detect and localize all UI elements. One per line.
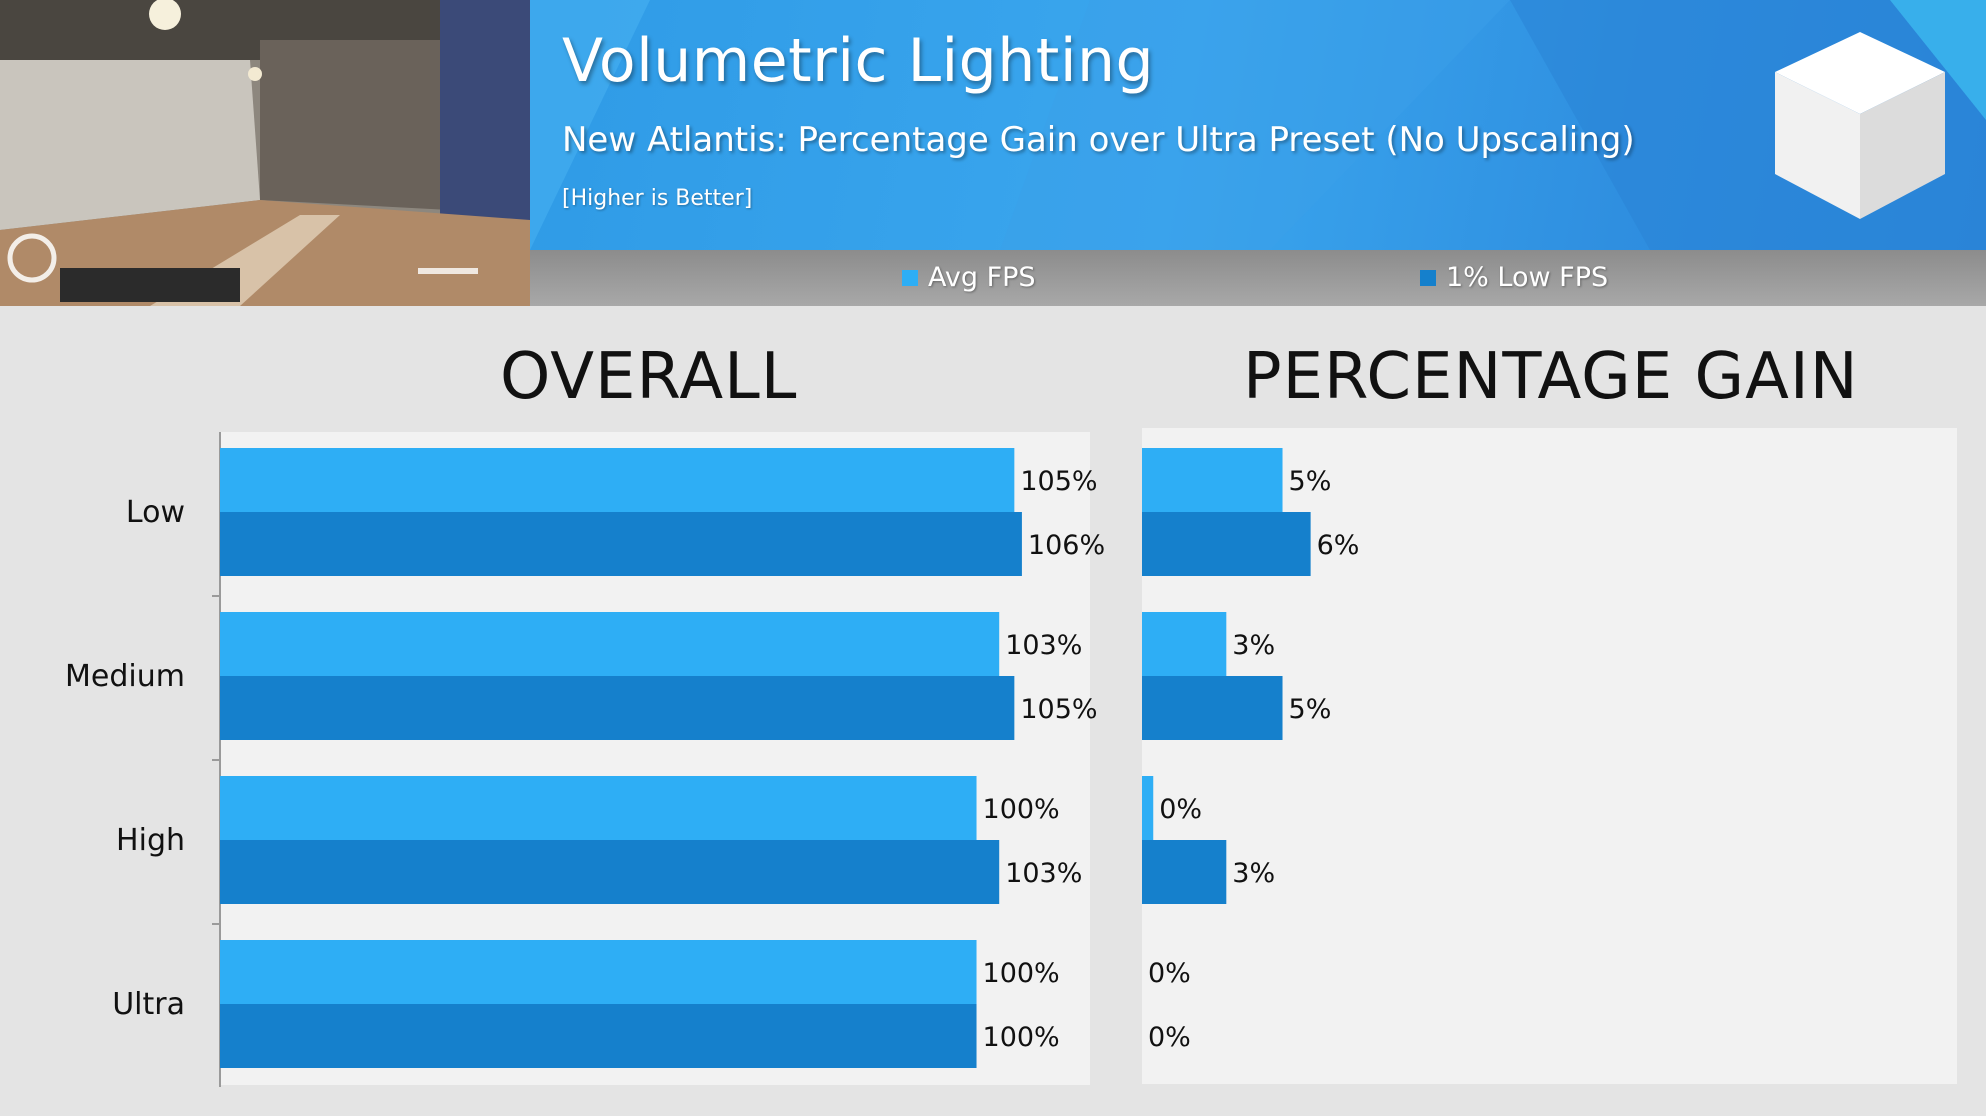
overall-bar-ultra-avg bbox=[220, 940, 977, 1004]
gain-value-label-high-avg: 0% bbox=[1159, 794, 1202, 825]
overall-value-label-high-avg: 100% bbox=[983, 794, 1060, 825]
chart-subtitle: New Atlantis: Percentage Gain over Ultra… bbox=[562, 120, 1635, 160]
chart-note: [Higher is Better] bbox=[562, 186, 753, 211]
gain-value-label-medium-low: 5% bbox=[1289, 694, 1332, 725]
overall-bar-low-low bbox=[220, 512, 1022, 576]
category-label-low: Low bbox=[126, 495, 185, 530]
overall-value-label-low-low: 106% bbox=[1028, 530, 1105, 561]
legend-label-1-low-fps: 1% Low FPS bbox=[1446, 262, 1609, 293]
chart-title: Volumetric Lighting bbox=[562, 26, 1155, 96]
overall-bar-high-low bbox=[220, 840, 1000, 904]
cube-logo bbox=[1775, 32, 1945, 219]
overall-bar-medium-avg bbox=[220, 612, 1000, 676]
category-label-high: High bbox=[116, 823, 185, 858]
game-footage-thumbnail bbox=[0, 0, 530, 306]
overall-bar-low-avg bbox=[220, 448, 1015, 512]
overall-value-label-ultra-low: 100% bbox=[983, 1022, 1060, 1053]
legend-item-1-low-fps: 1% Low FPS bbox=[1420, 262, 1608, 293]
gain-value-label-ultra-low: 0% bbox=[1148, 1022, 1191, 1053]
category-label-medium: Medium bbox=[65, 659, 185, 694]
gain-bar-low-avg bbox=[1142, 448, 1283, 512]
overall-panel-title: OVERALL bbox=[500, 340, 798, 414]
overall-value-label-medium-avg: 103% bbox=[1005, 630, 1082, 661]
gain-value-label-low-avg: 5% bbox=[1289, 466, 1332, 497]
title-banner: Volumetric Lighting New Atlantis: Percen… bbox=[530, 0, 1986, 250]
legend-swatch-avg-fps bbox=[902, 269, 918, 286]
percentage-gain-panel-title: PERCENTAGE GAIN bbox=[1243, 340, 1859, 414]
legend-swatch-1-low-fps bbox=[1420, 269, 1436, 286]
gain-value-label-ultra-avg: 0% bbox=[1148, 958, 1191, 989]
legend: Avg FPS 1% Low FPS bbox=[530, 250, 1986, 306]
legend-item-avg-fps: Avg FPS bbox=[902, 262, 1036, 293]
gain-bar-medium-avg bbox=[1142, 612, 1227, 676]
overall-bar-ultra-low bbox=[220, 1004, 977, 1068]
overall-value-label-low-avg: 105% bbox=[1020, 466, 1097, 497]
gain-bar-high-avg bbox=[1142, 776, 1154, 840]
gain-bar-low-low bbox=[1142, 512, 1311, 576]
overall-bar-high-avg bbox=[220, 776, 977, 840]
legend-label-avg-fps: Avg FPS bbox=[928, 262, 1036, 293]
gain-bar-high-low bbox=[1142, 840, 1227, 904]
overall-value-label-high-low: 103% bbox=[1005, 858, 1082, 889]
gain-value-label-medium-avg: 3% bbox=[1232, 630, 1275, 661]
overall-value-label-medium-low: 105% bbox=[1020, 694, 1097, 725]
gain-value-label-high-low: 3% bbox=[1232, 858, 1275, 889]
gain-bar-medium-low bbox=[1142, 676, 1283, 740]
gain-value-label-low-low: 6% bbox=[1317, 530, 1360, 561]
overall-value-label-ultra-avg: 100% bbox=[983, 958, 1060, 989]
category-label-ultra: Ultra bbox=[112, 987, 185, 1022]
overall-bar-medium-low bbox=[220, 676, 1015, 740]
